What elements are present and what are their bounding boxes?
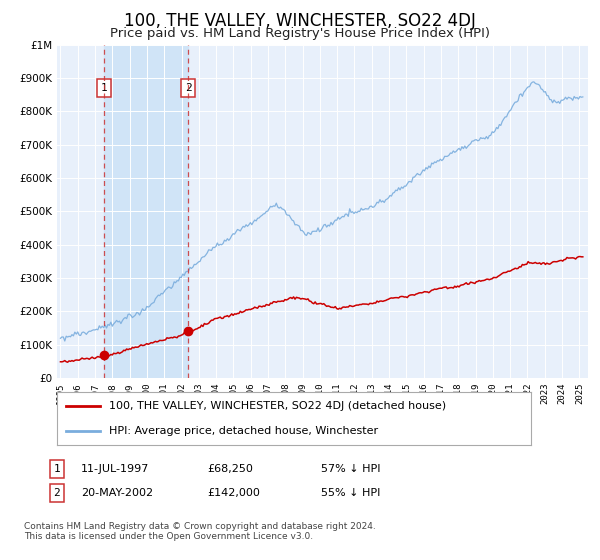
Text: 55% ↓ HPI: 55% ↓ HPI [321,488,380,498]
Text: Price paid vs. HM Land Registry's House Price Index (HPI): Price paid vs. HM Land Registry's House … [110,27,490,40]
Text: 1: 1 [53,464,61,474]
Text: 2: 2 [185,83,191,93]
Text: 100, THE VALLEY, WINCHESTER, SO22 4DJ (detached house): 100, THE VALLEY, WINCHESTER, SO22 4DJ (d… [109,402,446,412]
Text: £68,250: £68,250 [207,464,253,474]
Text: 11-JUL-1997: 11-JUL-1997 [81,464,149,474]
Text: 2: 2 [53,488,61,498]
Bar [104,45,188,378]
Text: 100, THE VALLEY, WINCHESTER, SO22 4DJ: 100, THE VALLEY, WINCHESTER, SO22 4DJ [124,12,476,30]
Text: 20-MAY-2002: 20-MAY-2002 [81,488,153,498]
Text: £142,000: £142,000 [207,488,260,498]
Text: 1: 1 [101,83,107,93]
Text: Contains HM Land Registry data © Crown copyright and database right 2024.
This d: Contains HM Land Registry data © Crown c… [24,522,376,542]
Text: HPI: Average price, detached house, Winchester: HPI: Average price, detached house, Winc… [109,426,378,436]
Text: 57% ↓ HPI: 57% ↓ HPI [321,464,380,474]
